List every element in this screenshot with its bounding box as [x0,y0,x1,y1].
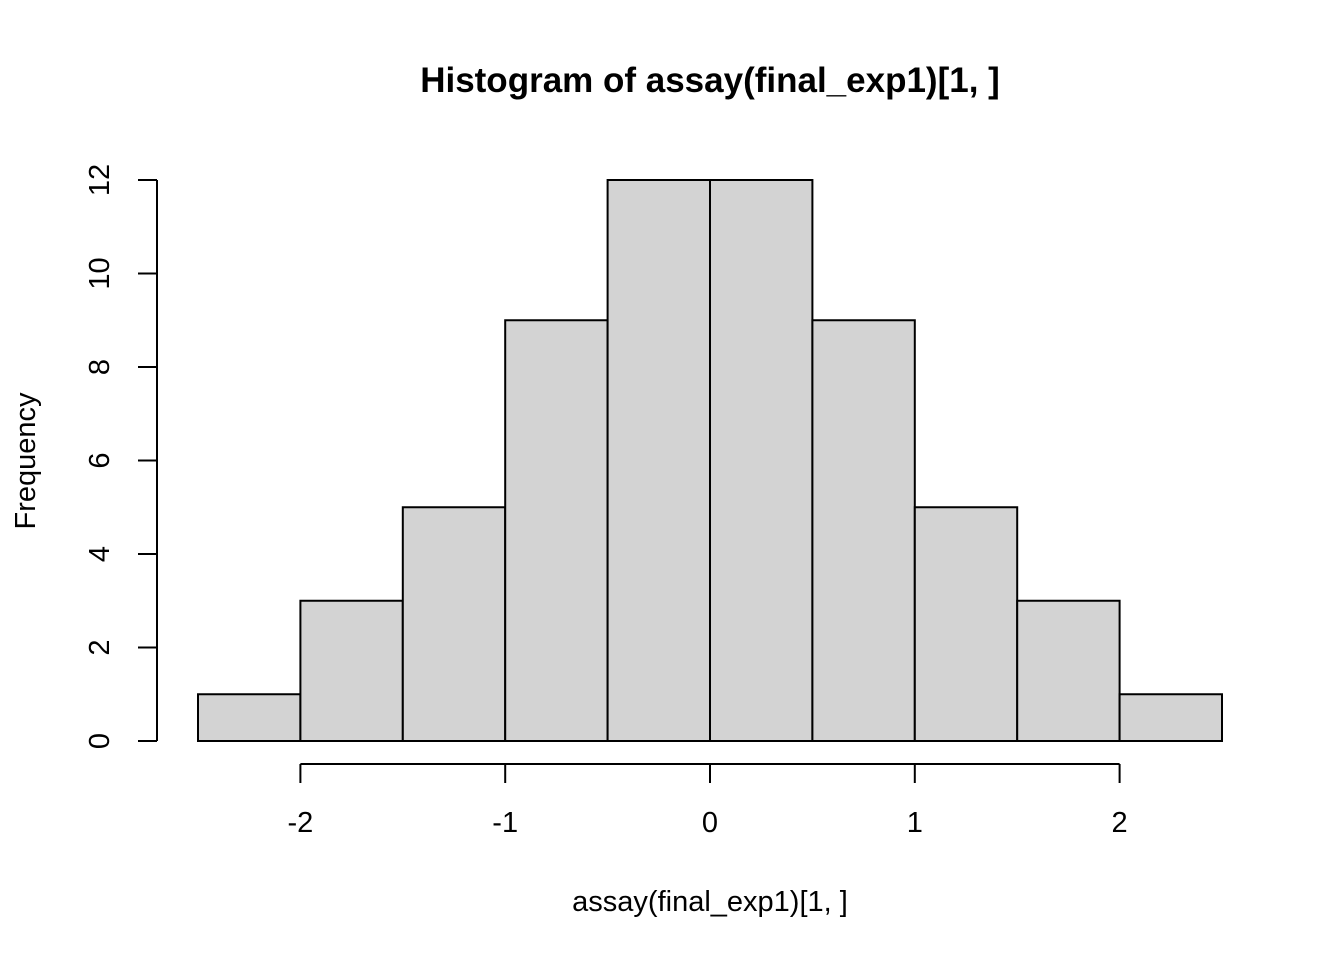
histogram-bar [1118,693,1223,742]
y-tick-label: 6 [84,452,116,468]
y-tick-label: 0 [84,733,116,749]
histogram-bar [401,506,507,742]
x-tick-label: -2 [288,807,314,839]
histogram-bar [299,599,404,742]
y-tick-label: 10 [84,257,116,289]
x-tick-label: 1 [907,807,923,839]
y-tick-label: 4 [84,546,116,562]
x-axis: -2 -1 0 1 2 [288,763,1128,839]
y-tick-label: 2 [84,639,116,655]
x-tick-label: 2 [1112,807,1128,839]
x-tick-label: 0 [702,807,718,839]
histogram-bar [606,179,711,742]
x-tick-label: -1 [492,807,518,839]
chart-title: Histogram of assay(final_exp1)[1, ] [420,61,1000,100]
y-axis-label: Frequency [10,392,42,530]
bars-group [197,179,1223,742]
histogram-bar [504,319,609,742]
histogram-bar [197,693,302,742]
y-axis: 0 2 4 6 8 10 12 [84,164,158,749]
y-tick-label: 8 [84,359,116,375]
y-tick-label: 12 [84,164,116,196]
x-axis-label: assay(final_exp1)[1, ] [572,886,848,918]
histogram-bar [913,506,1019,742]
histogram-bar [1016,599,1121,742]
histogram-bar [811,319,916,742]
histogram-bar [709,179,814,742]
